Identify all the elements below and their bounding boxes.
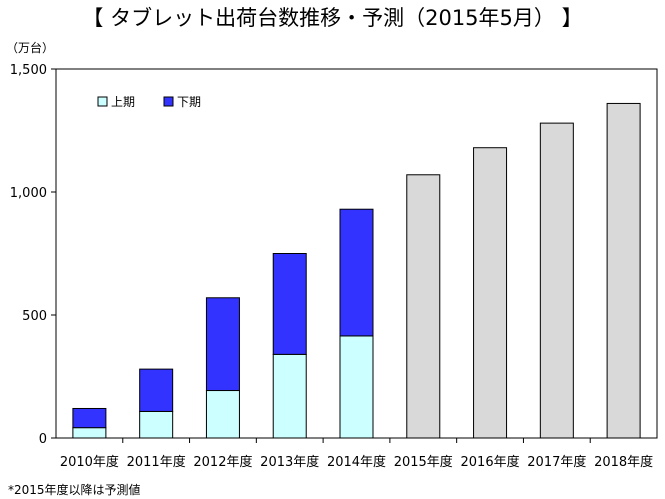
x-tick-label: 2010年度 bbox=[60, 454, 119, 470]
legend: 上期 下期 bbox=[97, 95, 201, 109]
y-ticks: 0 500 1,000 1,500 bbox=[10, 63, 56, 447]
legend-swatch bbox=[97, 96, 108, 107]
x-tick-label: 2013年度 bbox=[260, 454, 319, 470]
bar-segment bbox=[473, 147, 508, 439]
legend-label: 下期 bbox=[177, 95, 201, 109]
legend-swatch bbox=[163, 96, 174, 107]
x-ticks: 2010年度 2011年度 2012年度 2013年度 2014年度 2015年度 2016… bbox=[60, 438, 653, 470]
bar-segment bbox=[72, 407, 107, 429]
bar-segment bbox=[539, 122, 574, 439]
bar-segment bbox=[272, 253, 307, 355]
x-tick-label: 2012年度 bbox=[193, 454, 252, 470]
bar-segment bbox=[272, 353, 307, 439]
x-tick-label: 2015年度 bbox=[394, 454, 453, 470]
bar-segment bbox=[339, 208, 374, 337]
bars bbox=[72, 102, 641, 439]
bar-segment bbox=[606, 102, 641, 439]
chart-title: 【 タブレット出荷台数推移・予測（2015年5月） 】 bbox=[82, 6, 583, 30]
y-tick-label: 1,500 bbox=[10, 63, 47, 78]
y-tick-label: 1,000 bbox=[10, 186, 47, 201]
bar-segment bbox=[406, 174, 441, 439]
bar-segment bbox=[339, 335, 374, 439]
x-tick-label: 2014年度 bbox=[327, 454, 386, 470]
y-tick-label: 0 bbox=[39, 432, 47, 447]
y-tick-label: 500 bbox=[22, 309, 47, 324]
y-unit-label: （万台） bbox=[6, 40, 54, 55]
footnote: *2015年度以降は予測値 bbox=[8, 483, 141, 497]
bar-segment bbox=[139, 410, 174, 439]
legend-label: 上期 bbox=[111, 95, 135, 109]
bar-segment bbox=[72, 427, 107, 439]
bar-segment bbox=[205, 297, 240, 392]
x-tick-label: 2011年度 bbox=[127, 454, 186, 470]
bar-segment bbox=[139, 368, 174, 412]
bar-segment bbox=[205, 390, 240, 439]
x-tick-label: 2017年度 bbox=[527, 454, 586, 470]
x-tick-label: 2016年度 bbox=[461, 454, 520, 470]
x-tick-label: 2018年度 bbox=[594, 454, 653, 470]
